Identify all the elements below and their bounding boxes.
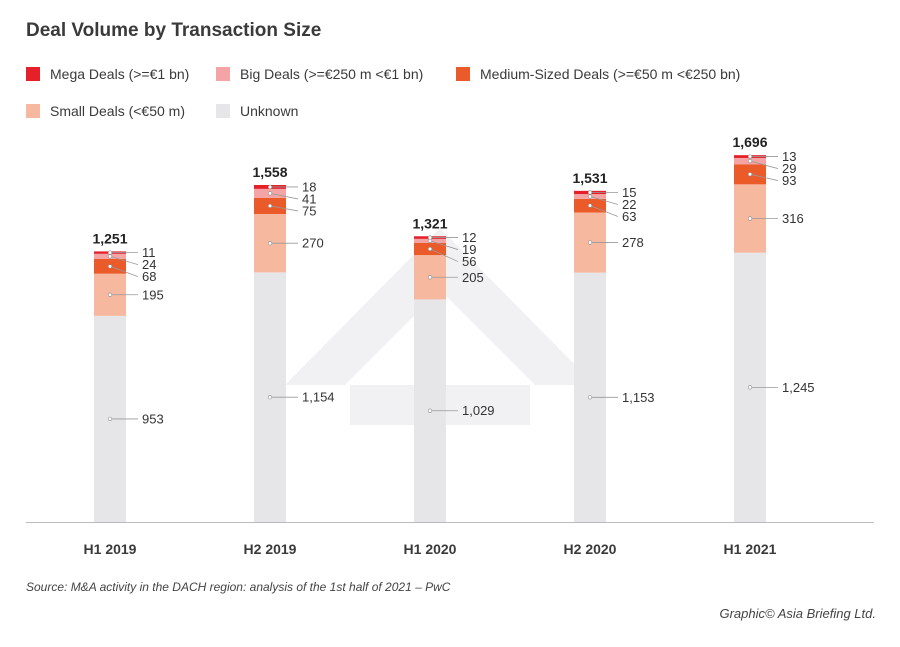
leader-dot [587,203,593,208]
x-tick-label: H2 2020 [564,541,617,557]
x-axis: H1 2019 H2 2019 H1 2020 H2 2020 H1 2021 [26,522,874,557]
total-label: 1,321 [412,215,447,231]
leader-dot [747,385,753,390]
legend-label: Big Deals (>=€250 m <€1 bn) [240,66,424,82]
legend: Mega Deals (>=€1 bn) Big Deals (>=€250 m … [26,66,886,136]
data-label: 41 [302,191,316,206]
data-label: 19 [462,242,476,257]
chart-title: Deal Volume by Transaction Size [26,20,322,41]
legend-swatch [216,67,230,81]
data-label: 953 [142,411,164,426]
data-label: 12 [462,230,476,245]
legend-item: Mega Deals (>=€1 bn) [26,66,189,82]
legend-label: Small Deals (<€50 m) [50,103,185,119]
leader-line [429,240,459,250]
leader-dot [427,235,433,240]
leader-line [269,205,299,212]
legend-label: Unknown [240,103,299,119]
x-tick-label: H1 2020 [404,541,457,557]
data-label: 1,245 [782,380,815,395]
total-label: 1,531 [572,170,607,186]
leader-dot [267,241,273,246]
data-label: 195 [142,287,164,302]
leader-dot [747,159,753,164]
leader-line [589,196,619,205]
leader-dot [747,172,753,177]
total-label: 1,251 [92,230,127,246]
data-label: 24 [142,257,156,272]
data-label: 13 [782,149,796,164]
leader-dot [107,264,113,269]
leader-dot [267,203,273,208]
total-label: 1,696 [732,134,767,150]
data-label: 1,154 [302,390,335,405]
leader-dot [267,191,273,196]
legend-label: Mega Deals (>=€1 bn) [50,66,190,82]
legend-item: Small Deals (<€50 m) [26,103,185,119]
source-note: Source: M&A activity in the DACH region:… [26,580,451,594]
leader-dot [587,190,593,195]
total-label: 1,558 [252,164,287,180]
leader-dot [427,275,433,280]
data-label: 11 [142,245,156,260]
data-label: 68 [142,269,156,284]
data-label: 22 [622,197,636,212]
watermark-shape [285,228,595,385]
leader-line [749,160,779,169]
credit-line: Graphic© Asia Briefing Ltd. [719,606,876,621]
data-label: 18 [302,179,316,194]
data-label: 270 [302,236,324,251]
data-label: 1,029 [462,403,495,418]
leader-dot [587,240,593,245]
legend-item: Unknown [216,103,298,119]
legend-swatch [456,67,470,81]
leader-line [109,265,139,277]
data-label: 56 [462,254,476,269]
data-label: 75 [302,203,316,218]
x-tick-label: H2 2019 [244,541,297,557]
leader-dot [747,216,753,221]
x-tick-label: H1 2021 [724,541,777,557]
leader-dot [107,416,113,422]
leader-dot [427,246,433,252]
data-label: 205 [462,270,484,285]
leader-dot [107,254,113,259]
data-label: 63 [622,209,636,224]
leader-dot [587,194,593,199]
legend-item: Medium-Sized Deals (>=€50 m <€250 bn) [456,66,740,82]
x-tick-label: H1 2019 [84,541,137,557]
leader-dot [267,395,273,400]
legend-swatch [26,104,40,118]
data-label: 15 [622,185,636,200]
legend-swatch [26,67,40,81]
data-label: 316 [782,211,804,226]
data-label: 1,153 [622,390,655,405]
data-label: 93 [782,173,796,188]
leader-dot [587,395,593,400]
leader-dot [107,250,113,255]
leader-dot [747,154,753,159]
leader-line [109,255,139,265]
legend-item: Big Deals (>=€250 m <€1 bn) [216,66,423,82]
leader-line [269,192,299,200]
legend-swatch [216,104,230,118]
data-label: 278 [622,235,644,250]
leader-dot [267,184,273,190]
leader-line [589,205,619,217]
leader-line [429,248,459,262]
leader-line [749,173,779,181]
leader-dot [107,292,113,297]
legend-label: Medium-Sized Deals (>=€50 m <€250 bn) [480,66,741,82]
leader-dot [427,408,433,413]
data-label: 29 [782,161,796,176]
bar-stacks [94,155,766,523]
